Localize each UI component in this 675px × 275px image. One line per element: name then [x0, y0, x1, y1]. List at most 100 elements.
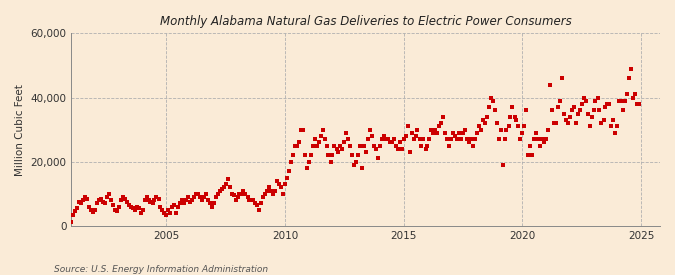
Point: [281, 175, 292, 180]
Point: [574, 108, 585, 112]
Point: [211, 195, 221, 199]
Point: [428, 131, 439, 135]
Point: [228, 193, 239, 198]
Point: [468, 144, 479, 148]
Point: [452, 137, 462, 141]
Point: [315, 134, 326, 138]
Point: [185, 200, 196, 204]
Point: [446, 137, 456, 141]
Point: [192, 192, 203, 196]
Point: [608, 118, 619, 122]
Point: [583, 111, 593, 116]
Point: [220, 182, 231, 186]
Point: [549, 121, 560, 125]
Point: [485, 95, 496, 100]
Point: [288, 153, 298, 158]
Point: [422, 144, 433, 148]
Point: [68, 213, 79, 217]
Point: [416, 144, 427, 148]
Point: [347, 153, 358, 158]
Point: [539, 140, 549, 145]
Point: [477, 118, 488, 122]
Point: [612, 124, 622, 129]
Point: [471, 131, 482, 135]
Point: [303, 160, 314, 164]
Point: [614, 98, 624, 103]
Point: [610, 131, 621, 135]
Point: [331, 147, 342, 151]
Point: [499, 137, 510, 141]
Point: [474, 124, 485, 129]
Point: [66, 220, 77, 224]
Point: [130, 208, 140, 212]
Point: [248, 198, 259, 202]
Point: [367, 134, 377, 138]
Point: [521, 108, 532, 112]
Point: [602, 102, 613, 106]
Point: [501, 127, 512, 132]
Point: [406, 131, 417, 135]
Point: [408, 137, 419, 141]
Point: [275, 185, 286, 189]
Point: [307, 144, 318, 148]
Point: [113, 204, 124, 209]
Point: [503, 124, 514, 129]
Point: [551, 121, 562, 125]
Point: [600, 105, 611, 109]
Point: [568, 105, 579, 109]
Point: [353, 153, 364, 158]
Point: [238, 188, 249, 193]
Point: [529, 137, 539, 141]
Point: [450, 134, 460, 138]
Point: [224, 185, 235, 189]
Point: [111, 209, 122, 214]
Point: [234, 192, 245, 196]
Point: [216, 187, 227, 191]
Point: [294, 140, 304, 145]
Point: [560, 118, 571, 122]
Point: [269, 188, 280, 193]
Point: [236, 192, 247, 196]
Point: [96, 196, 107, 201]
Point: [80, 195, 90, 199]
Point: [412, 127, 423, 132]
Point: [590, 98, 601, 103]
Point: [418, 137, 429, 141]
Point: [157, 208, 167, 212]
Point: [628, 95, 639, 100]
Point: [76, 201, 87, 206]
Point: [448, 131, 458, 135]
Point: [299, 153, 310, 158]
Point: [277, 192, 288, 196]
Point: [524, 144, 535, 148]
Point: [128, 206, 138, 210]
Point: [115, 198, 126, 202]
Point: [311, 144, 322, 148]
Point: [588, 108, 599, 112]
Point: [126, 204, 136, 209]
Point: [545, 82, 556, 87]
Point: [196, 198, 207, 202]
Point: [100, 201, 111, 206]
Point: [489, 108, 500, 112]
Point: [207, 204, 217, 209]
Point: [400, 134, 411, 138]
Point: [333, 150, 344, 154]
Point: [205, 201, 215, 206]
Point: [190, 192, 201, 196]
Point: [440, 131, 451, 135]
Point: [360, 150, 371, 154]
Point: [106, 198, 117, 202]
Point: [634, 102, 645, 106]
Point: [379, 134, 389, 138]
Point: [497, 163, 508, 167]
Point: [232, 195, 243, 199]
Point: [258, 195, 269, 199]
Point: [369, 144, 379, 148]
Point: [198, 195, 209, 199]
Y-axis label: Million Cubic Feet: Million Cubic Feet: [15, 84, 25, 175]
Point: [246, 198, 256, 202]
Point: [570, 121, 581, 125]
Point: [305, 153, 316, 158]
Point: [587, 115, 597, 119]
